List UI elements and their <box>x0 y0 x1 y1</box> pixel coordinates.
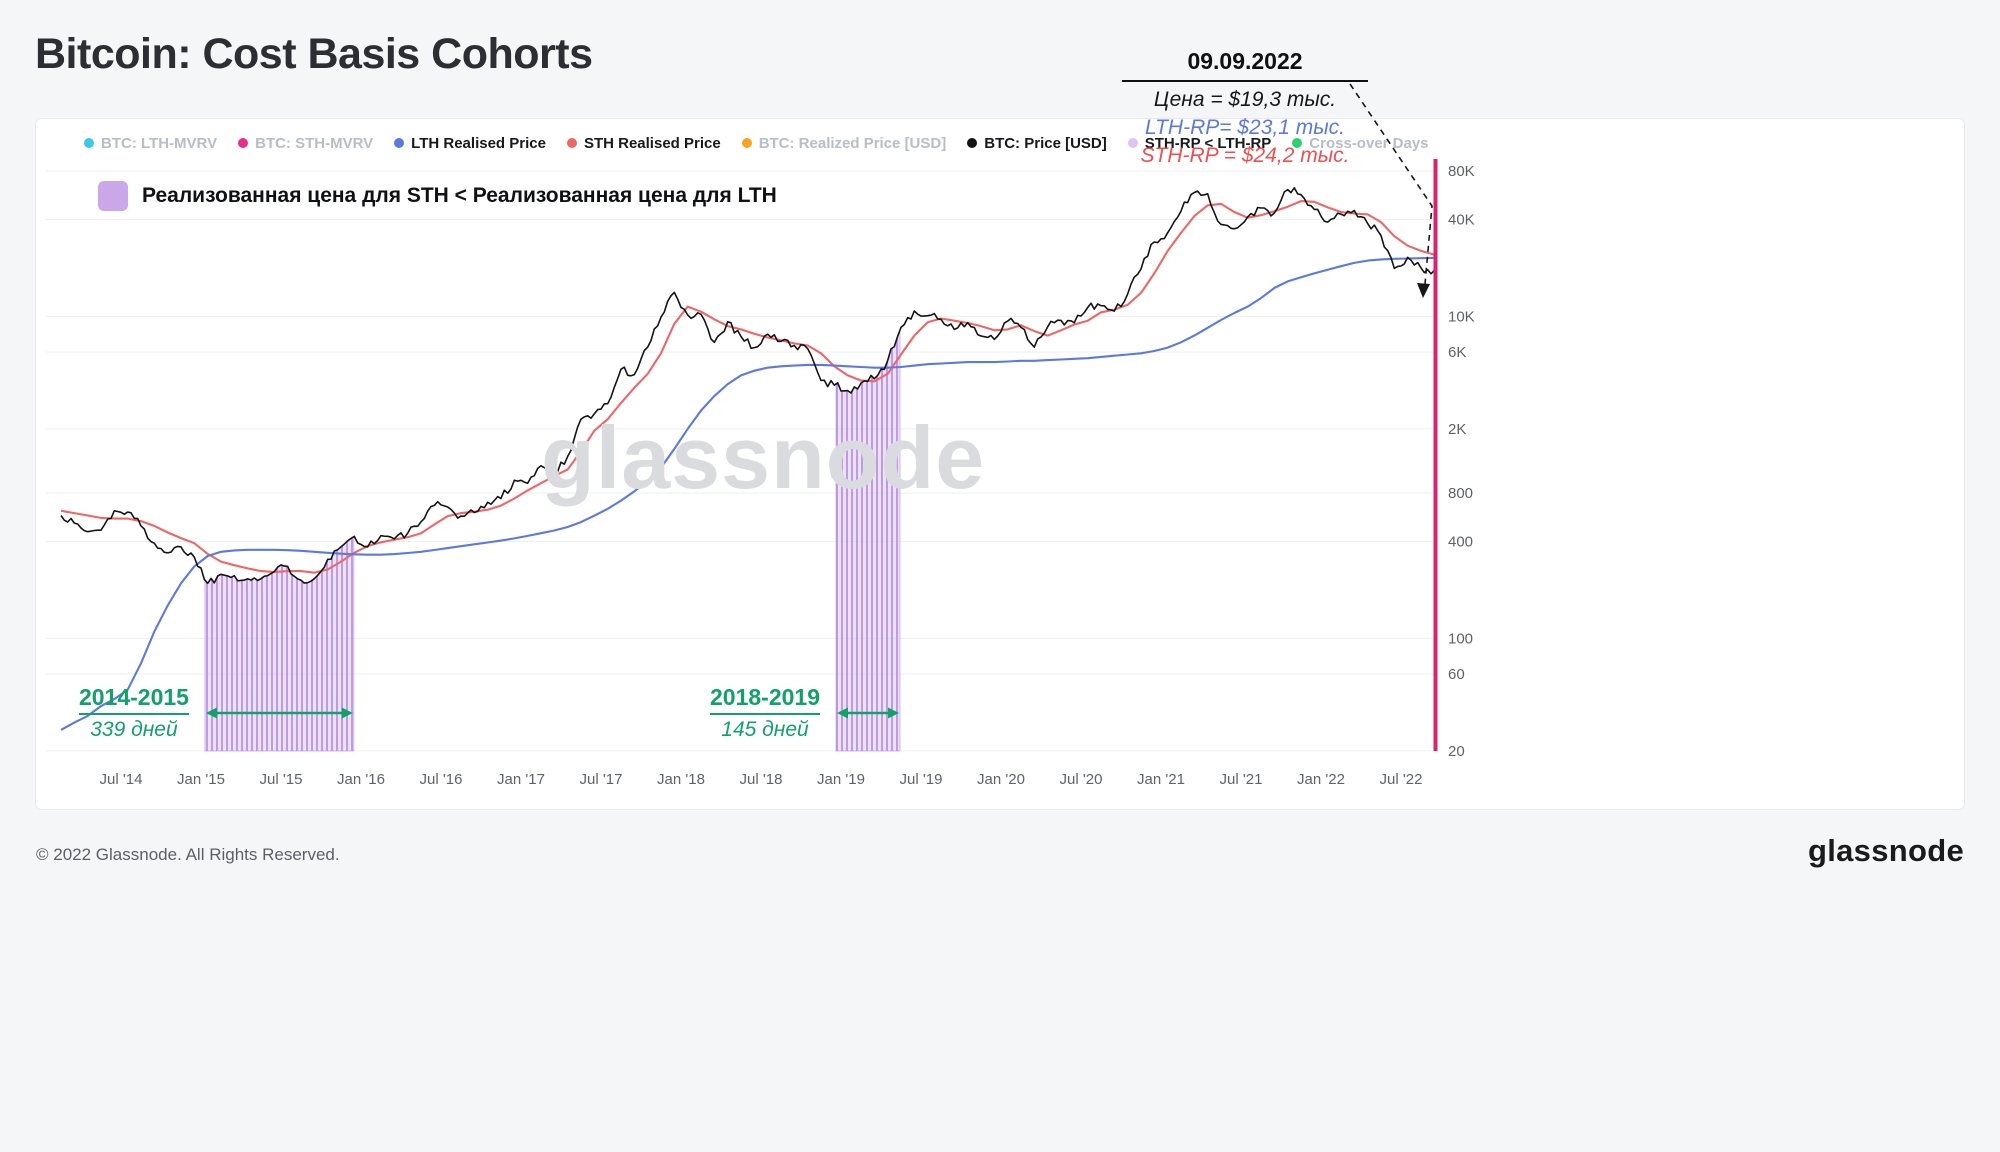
legend-label: LTH Realised Price <box>411 134 546 152</box>
svg-text:Jul '20: Jul '20 <box>1060 771 1103 788</box>
legend-item-btc-price-usd-[interactable]: BTC: Price [USD] <box>967 135 1107 152</box>
svg-text:400: 400 <box>1448 534 1473 551</box>
legend-item-sth-rp-lth-rp[interactable]: STH-RP < LTH-RP <box>1127 134 1272 152</box>
svg-text:Jan '21: Jan '21 <box>1137 771 1185 788</box>
svg-text:Jul '17: Jul '17 <box>580 771 623 788</box>
legend-label: STH Realised Price <box>583 134 721 152</box>
legend-item-btc-realized-price-usd-[interactable]: BTC: Realized Price [USD] <box>741 134 947 152</box>
legend-label: BTC: Price [USD] <box>984 134 1107 152</box>
svg-text:Jan '22: Jan '22 <box>1297 771 1345 788</box>
shaded-region <box>204 535 355 752</box>
legend-item-lth-realised-price[interactable]: LTH Realised Price <box>394 135 546 152</box>
region-legend-chip: Реализованная цена для STH < Реализованн… <box>98 181 777 211</box>
glassnode-logo: glassnode <box>1807 833 1964 868</box>
svg-text:Jan '18: Jan '18 <box>657 771 705 788</box>
glassnode-watermark: glassnode <box>541 408 986 507</box>
svg-text:100: 100 <box>1448 630 1473 647</box>
svg-text:10K: 10K <box>1448 308 1475 325</box>
series-line <box>60 256 1435 731</box>
svg-text:Jul '22: Jul '22 <box>1380 771 1423 788</box>
svg-text:Jan '19: Jan '19 <box>817 771 865 788</box>
svg-text:Jul '16: Jul '16 <box>420 771 463 788</box>
svg-text:Jul '19: Jul '19 <box>900 771 943 788</box>
legend-dot-icon <box>238 138 249 148</box>
svg-text:800: 800 <box>1448 485 1473 502</box>
callout-lth-rp: LTH-RP= $23,1 тыс. <box>1144 116 1346 140</box>
legend-dot-icon <box>741 138 752 148</box>
svg-text:6K: 6K <box>1448 344 1466 361</box>
page-title: Bitcoin: Cost Basis Cohorts <box>35 30 593 78</box>
svg-text:60: 60 <box>1448 666 1465 683</box>
callout-date: 09.09.2022 <box>1122 48 1368 82</box>
callout-price: Цена = $19,3 тыс. <box>1153 88 1337 111</box>
btc-price-line <box>60 187 1435 585</box>
date-callout: 09.09.2022 Цена = $19,3 тыс. LTH-RP= $23… <box>1122 48 1368 170</box>
svg-text:Jul '15: Jul '15 <box>260 771 303 788</box>
svg-text:2K: 2K <box>1448 421 1466 438</box>
svg-text:Jul '18: Jul '18 <box>740 771 783 788</box>
svg-text:40K: 40K <box>1448 212 1475 229</box>
legend-dot-icon <box>1127 138 1138 148</box>
region-chip-label: Реализованная цена для STH < Реализованн… <box>142 184 777 207</box>
legend-item-btc-sth-mvrv[interactable]: BTC: STH-MVRV <box>238 135 373 152</box>
legend-dot-icon <box>84 138 94 148</box>
svg-text:Jan '16: Jan '16 <box>337 771 385 788</box>
callout-sth-rp: STH-RP = $24,2 тыс. <box>1140 144 1350 168</box>
chart-legend: BTC: LTH-MVRV BTC: STH-MVRV LTH Realised P… <box>84 129 1429 157</box>
svg-text:Jul '14: Jul '14 <box>100 771 143 788</box>
chart-card: BTC: LTH-MVRV BTC: STH-MVRV LTH Realised P… <box>35 118 1965 810</box>
legend-label: BTC: LTH-MVRV <box>101 134 218 152</box>
legend-item-btc-lth-mvrv[interactable]: BTC: LTH-MVRV <box>84 135 217 152</box>
legend-dot-icon <box>566 138 577 148</box>
chart-canvas[interactable]: 80K 40K 10K 6K 2K 800 400 100 60 20 Jul '14 Jan '15… <box>36 156 1964 807</box>
legend-label: BTC: STH-MVRV <box>255 134 374 152</box>
shaded-region <box>835 329 901 752</box>
svg-text:Jan '17: Jan '17 <box>497 771 545 788</box>
series-line <box>60 200 1435 574</box>
svg-text:Jul '21: Jul '21 <box>1220 771 1263 788</box>
legend-item-sth-realised-price[interactable]: STH Realised Price <box>566 134 721 152</box>
svg-text:80K: 80K <box>1448 163 1475 180</box>
legend-dot-icon <box>967 138 978 148</box>
copyright-text: © 2022 Glassnode. All Rights Reserved. <box>36 845 340 864</box>
legend-dot-icon <box>394 138 405 148</box>
region-swatch-icon <box>98 181 128 211</box>
svg-text:20: 20 <box>1448 743 1465 760</box>
svg-text:Jan '15: Jan '15 <box>177 771 225 788</box>
legend-label: BTC: Realized Price [USD] <box>758 134 947 152</box>
svg-text:Jan '20: Jan '20 <box>977 771 1025 788</box>
legend-label: STH-RP < LTH-RP <box>1144 134 1272 152</box>
legend-dot-icon <box>1292 138 1303 148</box>
